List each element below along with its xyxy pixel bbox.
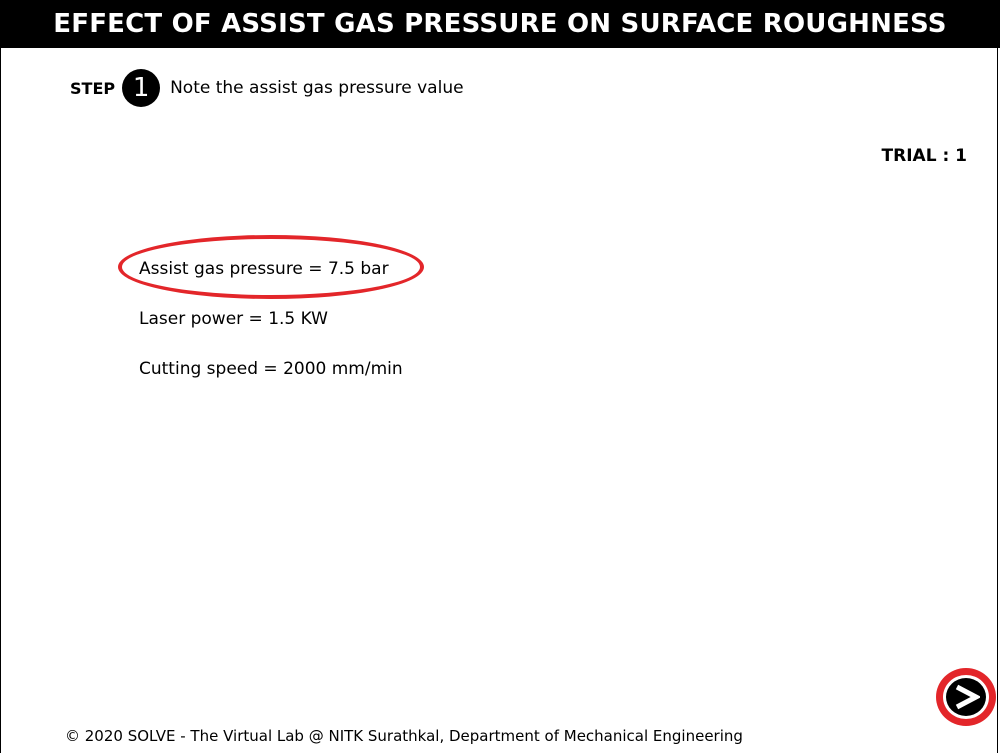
param-assist-gas-pressure: Assist gas pressure = 7.5 bar [139, 259, 389, 279]
param-cutting-speed: Cutting speed = 2000 mm/min [139, 359, 403, 379]
trial-counter: TRIAL : 1 [881, 146, 967, 166]
next-button[interactable] [936, 668, 996, 726]
step-instruction: Note the assist gas pressure value [170, 78, 464, 98]
highlight-ellipse [118, 235, 424, 299]
param-laser-power: Laser power = 1.5 KW [139, 309, 328, 329]
next-arrow-icon [943, 675, 989, 719]
step-number-badge: 1 [122, 69, 161, 107]
step-label: STEP [70, 78, 116, 98]
footer-copyright: © 2020 SOLVE - The Virtual Lab @ NITK Su… [65, 727, 743, 745]
page-title: EFFECT OF ASSIST GAS PRESSURE ON SURFACE… [0, 0, 1000, 48]
step-indicator: STEP 1 Note the assist gas pressure valu… [70, 69, 464, 107]
